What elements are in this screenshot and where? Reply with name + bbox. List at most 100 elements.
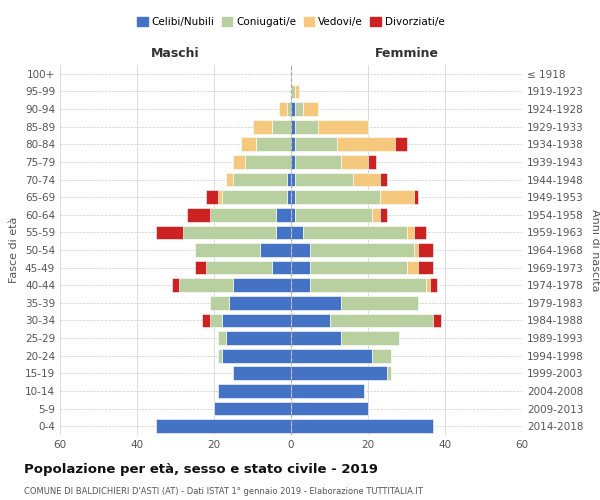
Bar xyxy=(291,420,433,433)
Bar xyxy=(295,172,353,186)
Bar xyxy=(291,155,295,169)
Bar xyxy=(195,243,260,257)
Bar xyxy=(287,172,291,186)
Bar xyxy=(341,296,418,310)
Bar xyxy=(295,190,380,204)
Bar xyxy=(337,138,395,151)
Bar xyxy=(206,190,218,204)
Bar xyxy=(291,402,368,415)
Bar xyxy=(222,314,291,328)
Y-axis label: Anni di nascita: Anni di nascita xyxy=(590,209,600,291)
Bar xyxy=(156,226,183,239)
Bar xyxy=(295,138,337,151)
Bar xyxy=(291,260,310,274)
Bar xyxy=(291,314,329,328)
Bar xyxy=(407,226,414,239)
Text: Maschi: Maschi xyxy=(151,46,200,60)
Bar xyxy=(218,349,222,362)
Bar xyxy=(291,278,310,292)
Bar xyxy=(291,138,295,151)
Bar xyxy=(291,190,295,204)
Bar xyxy=(275,208,291,222)
Text: Popolazione per età, sesso e stato civile - 2019: Popolazione per età, sesso e stato civil… xyxy=(24,462,378,475)
Bar xyxy=(380,190,414,204)
Bar xyxy=(187,208,210,222)
Bar xyxy=(433,314,441,328)
Bar xyxy=(372,349,391,362)
Bar xyxy=(302,102,318,116)
Bar xyxy=(387,366,391,380)
Bar xyxy=(291,349,372,362)
Bar xyxy=(233,172,287,186)
Bar xyxy=(210,208,275,222)
Bar xyxy=(202,314,210,328)
Text: Femmine: Femmine xyxy=(374,46,439,60)
Bar xyxy=(372,208,380,222)
Bar xyxy=(310,260,407,274)
Bar xyxy=(272,120,291,134)
Bar xyxy=(318,120,368,134)
Bar xyxy=(210,314,222,328)
Bar xyxy=(291,384,364,398)
Bar xyxy=(253,120,272,134)
Bar xyxy=(295,120,318,134)
Bar xyxy=(341,155,368,169)
Bar xyxy=(291,172,295,186)
Bar xyxy=(218,384,291,398)
Bar xyxy=(295,208,372,222)
Bar xyxy=(222,190,287,204)
Bar xyxy=(291,84,295,98)
Bar xyxy=(280,102,287,116)
Bar xyxy=(426,278,430,292)
Bar xyxy=(210,296,229,310)
Legend: Celibi/Nubili, Coniugati/e, Vedovi/e, Divorziati/e: Celibi/Nubili, Coniugati/e, Vedovi/e, Di… xyxy=(133,13,449,31)
Bar xyxy=(291,102,295,116)
Bar xyxy=(226,331,291,345)
Bar xyxy=(195,260,206,274)
Bar xyxy=(256,138,291,151)
Bar xyxy=(395,138,407,151)
Bar xyxy=(329,314,433,328)
Bar xyxy=(156,420,291,433)
Bar xyxy=(430,278,437,292)
Bar xyxy=(291,296,341,310)
Text: COMUNE DI BALDICHIERI D'ASTI (AT) - Dati ISTAT 1° gennaio 2019 - Elaborazione TU: COMUNE DI BALDICHIERI D'ASTI (AT) - Dati… xyxy=(24,488,423,496)
Bar xyxy=(233,366,291,380)
Bar xyxy=(295,84,299,98)
Bar xyxy=(291,226,302,239)
Bar xyxy=(341,331,399,345)
Bar xyxy=(260,243,291,257)
Bar xyxy=(407,260,418,274)
Bar xyxy=(295,155,341,169)
Bar xyxy=(172,278,179,292)
Bar xyxy=(183,226,275,239)
Bar xyxy=(214,402,291,415)
Bar xyxy=(287,102,291,116)
Bar xyxy=(233,155,245,169)
Bar xyxy=(272,260,291,274)
Bar xyxy=(218,190,222,204)
Bar xyxy=(414,226,426,239)
Bar xyxy=(291,120,295,134)
Bar xyxy=(291,208,295,222)
Bar xyxy=(233,278,291,292)
Bar xyxy=(368,155,376,169)
Bar xyxy=(226,172,233,186)
Bar xyxy=(310,243,414,257)
Y-axis label: Fasce di età: Fasce di età xyxy=(10,217,19,283)
Bar xyxy=(414,243,418,257)
Bar xyxy=(380,172,387,186)
Bar xyxy=(218,331,226,345)
Bar xyxy=(222,349,291,362)
Bar xyxy=(310,278,426,292)
Bar xyxy=(291,243,310,257)
Bar xyxy=(414,190,418,204)
Bar xyxy=(380,208,387,222)
Bar xyxy=(287,190,291,204)
Bar xyxy=(418,243,433,257)
Bar xyxy=(275,226,291,239)
Bar xyxy=(295,102,302,116)
Bar xyxy=(245,155,291,169)
Bar xyxy=(179,278,233,292)
Bar xyxy=(291,331,341,345)
